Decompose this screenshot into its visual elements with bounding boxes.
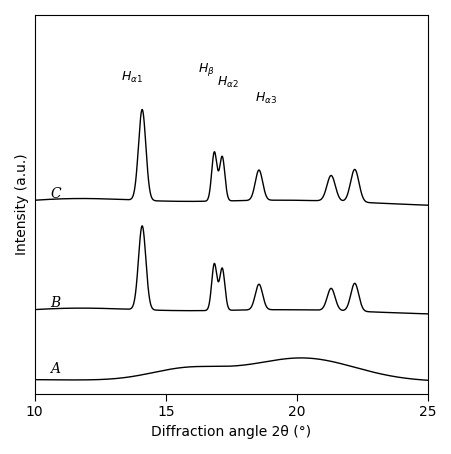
- Text: $H_{\alpha 1}$: $H_{\alpha 1}$: [120, 70, 143, 85]
- Text: $H_{\beta}$: $H_{\beta}$: [198, 61, 214, 78]
- Text: C: C: [50, 188, 61, 202]
- X-axis label: Diffraction angle 2θ (°): Diffraction angle 2θ (°): [151, 425, 311, 439]
- Text: $H_{\alpha 3}$: $H_{\alpha 3}$: [254, 91, 276, 106]
- Y-axis label: Intensity (a.u.): Intensity (a.u.): [15, 153, 29, 255]
- Text: B: B: [50, 296, 60, 310]
- Text: $H_{\alpha 2}$: $H_{\alpha 2}$: [216, 74, 238, 89]
- Text: A: A: [50, 362, 60, 376]
